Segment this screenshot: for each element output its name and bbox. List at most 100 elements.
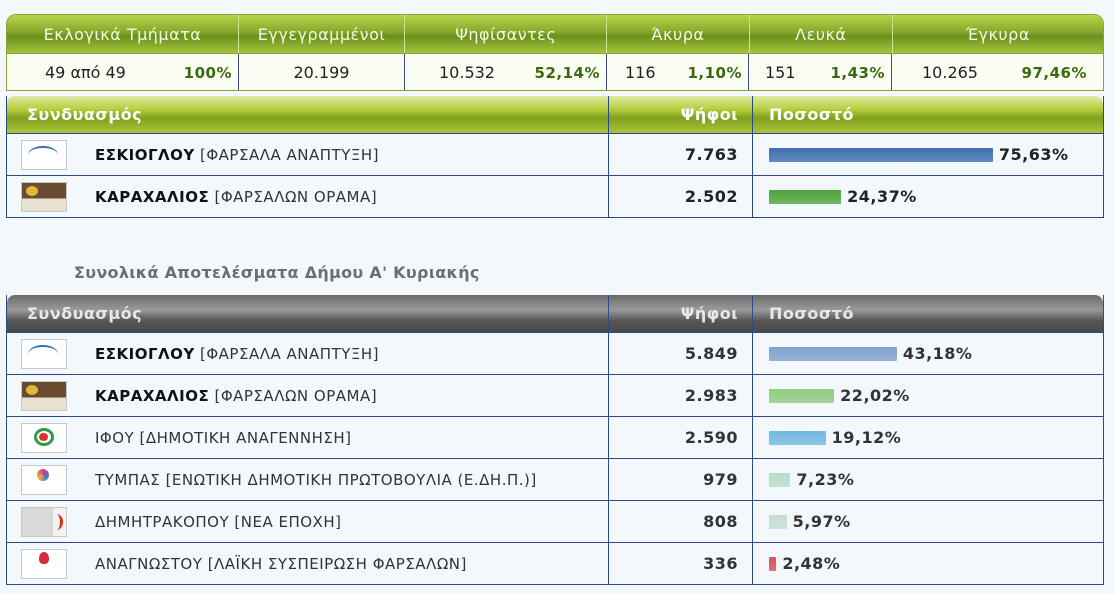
party-label: [ΦΑΡΣΑΛΩΝ ΟΡΑΜΑ]	[214, 187, 378, 206]
valid-pct: 97,46%	[1021, 63, 1087, 82]
header-party: Συνδυασμός	[7, 96, 609, 133]
invalid-cell: 116 1,10%	[607, 54, 749, 90]
party-cell: ΔΗΜΗΤΡΑΚΟΠΟΥ [ΝΕΑ ΕΠΟΧΗ]	[7, 501, 609, 542]
header-valid: Έγκυρα	[966, 24, 1030, 44]
table-row: ΤΥΜΠΑΣ [ΕΝΩΤΙΚΗ ΔΗΜΟΤΙΚΗ ΠΡΩΤΟΒΟΥΛΙΑ (Ε.…	[7, 458, 1103, 500]
voted-value: 10.532	[439, 63, 495, 82]
laiki-syspeirosi-logo	[21, 548, 67, 579]
party-name: ΑΝΑΓΝΩΣΤΟΥ [ΛΑΪΚΗ ΣΥΣΠΕΙΡΩΣΗ ΦΑΡΣΑΛΩΝ]	[95, 555, 467, 573]
party-name: ΔΗΜΗΤΡΑΚΟΠΟΥ [ΝΕΑ ΕΠΟΧΗ]	[95, 513, 341, 531]
party-label: [ΦΑΡΣΑΛΑ ΑΝΑΠΤΥΞΗ]	[200, 344, 379, 363]
section-title: Συνολικά Αποτελέσματα Δήμου Α' Κυριακής	[74, 263, 480, 282]
percentage-value: 19,12%	[831, 428, 902, 447]
party-name: ΚΑΡΑΧΑΛΙΟΣ [ΦΑΡΣΑΛΩΝ ΟΡΑΜΑ]	[95, 188, 377, 206]
percentage-bar	[769, 189, 842, 204]
table-row: ΚΑΡΑΧΑΛΙΟΣ [ΦΑΡΣΑΛΩΝ ΟΡΑΜΑ] 2.502 24,37%	[7, 175, 1103, 217]
party-cell: ΙΦΟΥ [ΔΗΜΟΤΙΚΗ ΑΝΑΓΕΝΝΗΣΗ]	[7, 417, 609, 458]
header-invalid: Άκυρα	[607, 15, 750, 53]
results-table-totals: Συνδυασμός Ψήφοι Ποσοστό ΕΣΚΙΟΓΛΟΥ [ΦΑΡΣ…	[6, 295, 1104, 585]
results-rows: ΕΣΚΙΟΓΛΟΥ [ΦΑΡΣΑΛΑ ΑΝΑΠΤΥΞΗ] 7.763 75,63% Κ…	[7, 133, 1103, 217]
nea-epochi-logo	[21, 506, 67, 537]
percentage-value: 7,23%	[796, 470, 855, 489]
percentage-cell: 5,97%	[753, 501, 1103, 542]
percentage-bar	[769, 147, 993, 162]
voted-cell: 10.532 52,14%	[405, 54, 607, 90]
registered-cell: 20.199	[239, 54, 405, 90]
percentage-bar	[769, 430, 826, 445]
party-name: ΕΣΚΙΟΓΛΟΥ [ΦΑΡΣΑΛΑ ΑΝΑΠΤΥΞΗ]	[95, 146, 379, 164]
header-votes: Ψήφοι	[609, 96, 753, 133]
party-cell: ΤΥΜΠΑΣ [ΕΝΩΤΙΚΗ ΔΗΜΟΤΙΚΗ ΠΡΩΤΟΒΟΥΛΙΑ (Ε.…	[7, 459, 609, 500]
edip-logo	[21, 464, 67, 495]
leader-name: ΤΥΜΠΑΣ	[95, 470, 161, 489]
percentage-value: 5,97%	[792, 512, 851, 531]
summary-header-row: Εκλογικά Τμήματα Εγγεγραμμένοι Ψηφίσαντε…	[7, 15, 1103, 53]
party-name: ΤΥΜΠΑΣ [ΕΝΩΤΙΚΗ ΔΗΜΟΤΙΚΗ ΠΡΩΤΟΒΟΥΛΙΑ (Ε.…	[95, 471, 537, 489]
percentage-cell: 2,48%	[753, 543, 1103, 584]
percentage-bar	[769, 346, 897, 361]
party-cell: ΕΣΚΙΟΓΛΟΥ [ΦΑΡΣΑΛΑ ΑΝΑΠΤΥΞΗ]	[7, 333, 609, 374]
percentage-value: 43,18%	[902, 344, 973, 363]
blank-pct: 1,43%	[830, 63, 885, 82]
header-party: Συνδυασμός	[7, 295, 609, 332]
leader-name: ΔΗΜΗΤΡΑΚΟΠΟΥ	[95, 512, 230, 531]
leader-name: ΕΣΚΙΟΓΛΟΥ	[95, 145, 195, 164]
percentage-cell: 43,18%	[753, 333, 1103, 374]
farsala-anaptyxi-logo	[21, 338, 67, 369]
votes-value: 2.502	[609, 176, 753, 217]
leader-name: ΑΝΑΓΝΩΣΤΟΥ	[95, 554, 203, 573]
valid-cell: 10.265 97,46%	[892, 54, 1103, 90]
sections-cell: 49 από 49 100%	[7, 54, 239, 90]
leader-name: ΙΦΟΥ	[95, 428, 135, 447]
votes-value: 2.983	[609, 375, 753, 416]
table-row: ΙΦΟΥ [ΔΗΜΟΤΙΚΗ ΑΝΑΓΕΝΝΗΣΗ] 2.590 19,12%	[7, 416, 1103, 458]
party-name: ΕΣΚΙΟΓΛΟΥ [ΦΑΡΣΑΛΑ ΑΝΑΠΤΥΞΗ]	[95, 345, 379, 363]
votes-value: 808	[609, 501, 753, 542]
farsalon-orama-logo	[21, 380, 67, 411]
summary-table: Εκλογικά Τμήματα Εγγεγραμμένοι Ψηφίσαντε…	[6, 14, 1104, 91]
party-cell: ΕΣΚΙΟΓΛΟΥ [ΦΑΡΣΑΛΑ ΑΝΑΠΤΥΞΗ]	[7, 134, 609, 175]
table-row: ΕΣΚΙΟΓΛΟΥ [ΦΑΡΣΑΛΑ ΑΝΑΠΤΥΞΗ] 7.763 75,63%	[7, 133, 1103, 175]
header-blank: Λευκά	[750, 15, 893, 53]
sections-pct: 100%	[183, 63, 232, 82]
party-cell: ΚΑΡΑΧΑΛΙΟΣ [ΦΑΡΣΑΛΩΝ ΟΡΑΜΑ]	[7, 176, 609, 217]
votes-value: 7.763	[609, 134, 753, 175]
percentage-cell: 7,23%	[753, 459, 1103, 500]
percentage-cell: 19,12%	[753, 417, 1103, 458]
party-label: [ΝΕΑ ΕΠΟΧΗ]	[234, 512, 342, 531]
table-row: ΔΗΜΗΤΡΑΚΟΠΟΥ [ΝΕΑ ΕΠΟΧΗ] 808 5,97%	[7, 500, 1103, 542]
percentage-cell: 75,63%	[753, 134, 1103, 175]
header-votes: Ψήφοι	[609, 295, 753, 332]
registered-value: 20.199	[293, 63, 350, 82]
table-row: ΕΣΚΙΟΓΛΟΥ [ΦΑΡΣΑΛΑ ΑΝΑΠΤΥΞΗ] 5.849 43,18%	[7, 332, 1103, 374]
table-row: ΑΝΑΓΝΩΣΤΟΥ [ΛΑΪΚΗ ΣΥΣΠΕΙΡΩΣΗ ΦΑΡΣΑΛΩΝ] 33…	[7, 542, 1103, 584]
percentage-bar	[769, 556, 777, 571]
votes-value: 979	[609, 459, 753, 500]
party-label: [ΦΑΡΣΑΛΑ ΑΝΑΠΤΥΞΗ]	[200, 145, 379, 164]
party-label: [ΔΗΜΟΤΙΚΗ ΑΝΑΓΕΝΝΗΣΗ]	[139, 428, 352, 447]
results-table-main: Συνδυασμός Ψήφοι Ποσοστό ΕΣΚΙΟΓΛΟΥ [ΦΑΡΣ…	[6, 96, 1104, 218]
percentage-cell: 22,02%	[753, 375, 1103, 416]
sections-value: 49 από 49	[45, 63, 126, 82]
invalid-value: 116	[625, 63, 656, 82]
votes-value: 5.849	[609, 333, 753, 374]
results-header: Συνδυασμός Ψήφοι Ποσοστό	[7, 295, 1103, 332]
results-rows: ΕΣΚΙΟΓΛΟΥ [ΦΑΡΣΑΛΑ ΑΝΑΠΤΥΞΗ] 5.849 43,18% Κ…	[7, 332, 1103, 584]
party-label: [ΦΑΡΣΑΛΩΝ ΟΡΑΜΑ]	[214, 386, 378, 405]
party-label: [ΕΝΩΤΙΚΗ ΔΗΜΟΤΙΚΗ ΠΡΩΤΟΒΟΥΛΙΑ (Ε.ΔΗ.Π.)]	[165, 470, 537, 489]
farsala-anaptyxi-logo	[21, 139, 67, 170]
header-sections: Εκλογικά Τμήματα	[7, 15, 239, 53]
percentage-cell: 24,37%	[753, 176, 1103, 217]
party-name: ΙΦΟΥ [ΔΗΜΟΤΙΚΗ ΑΝΑΓΕΝΝΗΣΗ]	[95, 429, 352, 447]
table-row: ΚΑΡΑΧΑΛΙΟΣ [ΦΑΡΣΑΛΩΝ ΟΡΑΜΑ] 2.983 22,02%	[7, 374, 1103, 416]
farsalon-orama-logo	[21, 181, 67, 212]
header-percentage: Ποσοστό	[769, 304, 854, 323]
valid-value: 10.265	[922, 63, 978, 82]
percentage-bar	[769, 514, 787, 529]
leader-name: ΚΑΡΑΧΑΛΙΟΣ	[95, 187, 210, 206]
results-header: Συνδυασμός Ψήφοι Ποσοστό	[7, 96, 1103, 133]
percentage-value: 24,37%	[847, 187, 917, 206]
summary-values-row: 49 από 49 100% 20.199 10.532 52,14% 116 …	[7, 53, 1103, 90]
party-name: ΚΑΡΑΧΑΛΙΟΣ [ΦΑΡΣΑΛΩΝ ΟΡΑΜΑ]	[95, 387, 377, 405]
percentage-bar	[769, 388, 835, 403]
